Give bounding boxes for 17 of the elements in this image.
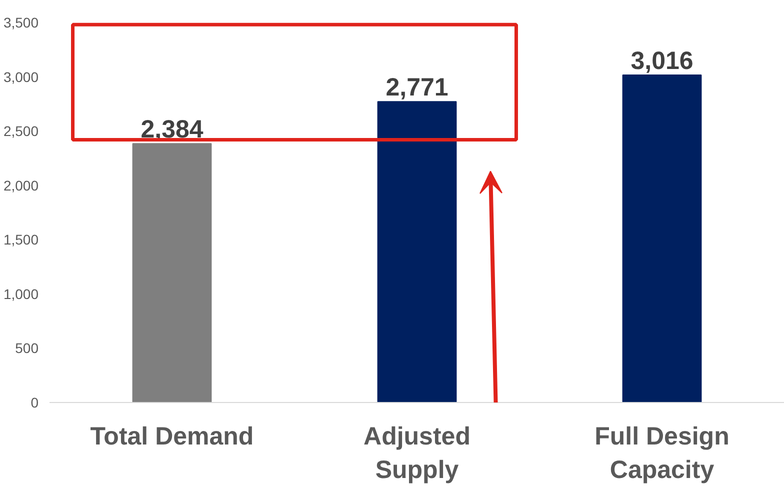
y-tick-label: 500 (15, 340, 39, 356)
y-tick-label: 0 (30, 394, 39, 410)
x-tick-label: Full Design Capacity (594, 422, 730, 484)
y-tick-label: 3,000 (3, 68, 39, 85)
y-tick-label: 2,000 (3, 177, 39, 194)
y-tick-label: 1,500 (3, 232, 39, 248)
bar (377, 101, 457, 402)
x-tick-label: Adjusted Supply (364, 422, 470, 484)
data-label: 2,771 (386, 74, 448, 102)
x-tick-label: Total Demand (90, 422, 254, 450)
bar (622, 74, 702, 402)
data-label: 2,384 (140, 116, 204, 144)
y-tick-label: 1,000 (3, 286, 39, 302)
y-tick-label: 3,500 (3, 14, 39, 30)
bar (132, 143, 212, 402)
y-tick-label: 2,500 (3, 123, 39, 140)
data-label: 3,016 (630, 47, 694, 76)
